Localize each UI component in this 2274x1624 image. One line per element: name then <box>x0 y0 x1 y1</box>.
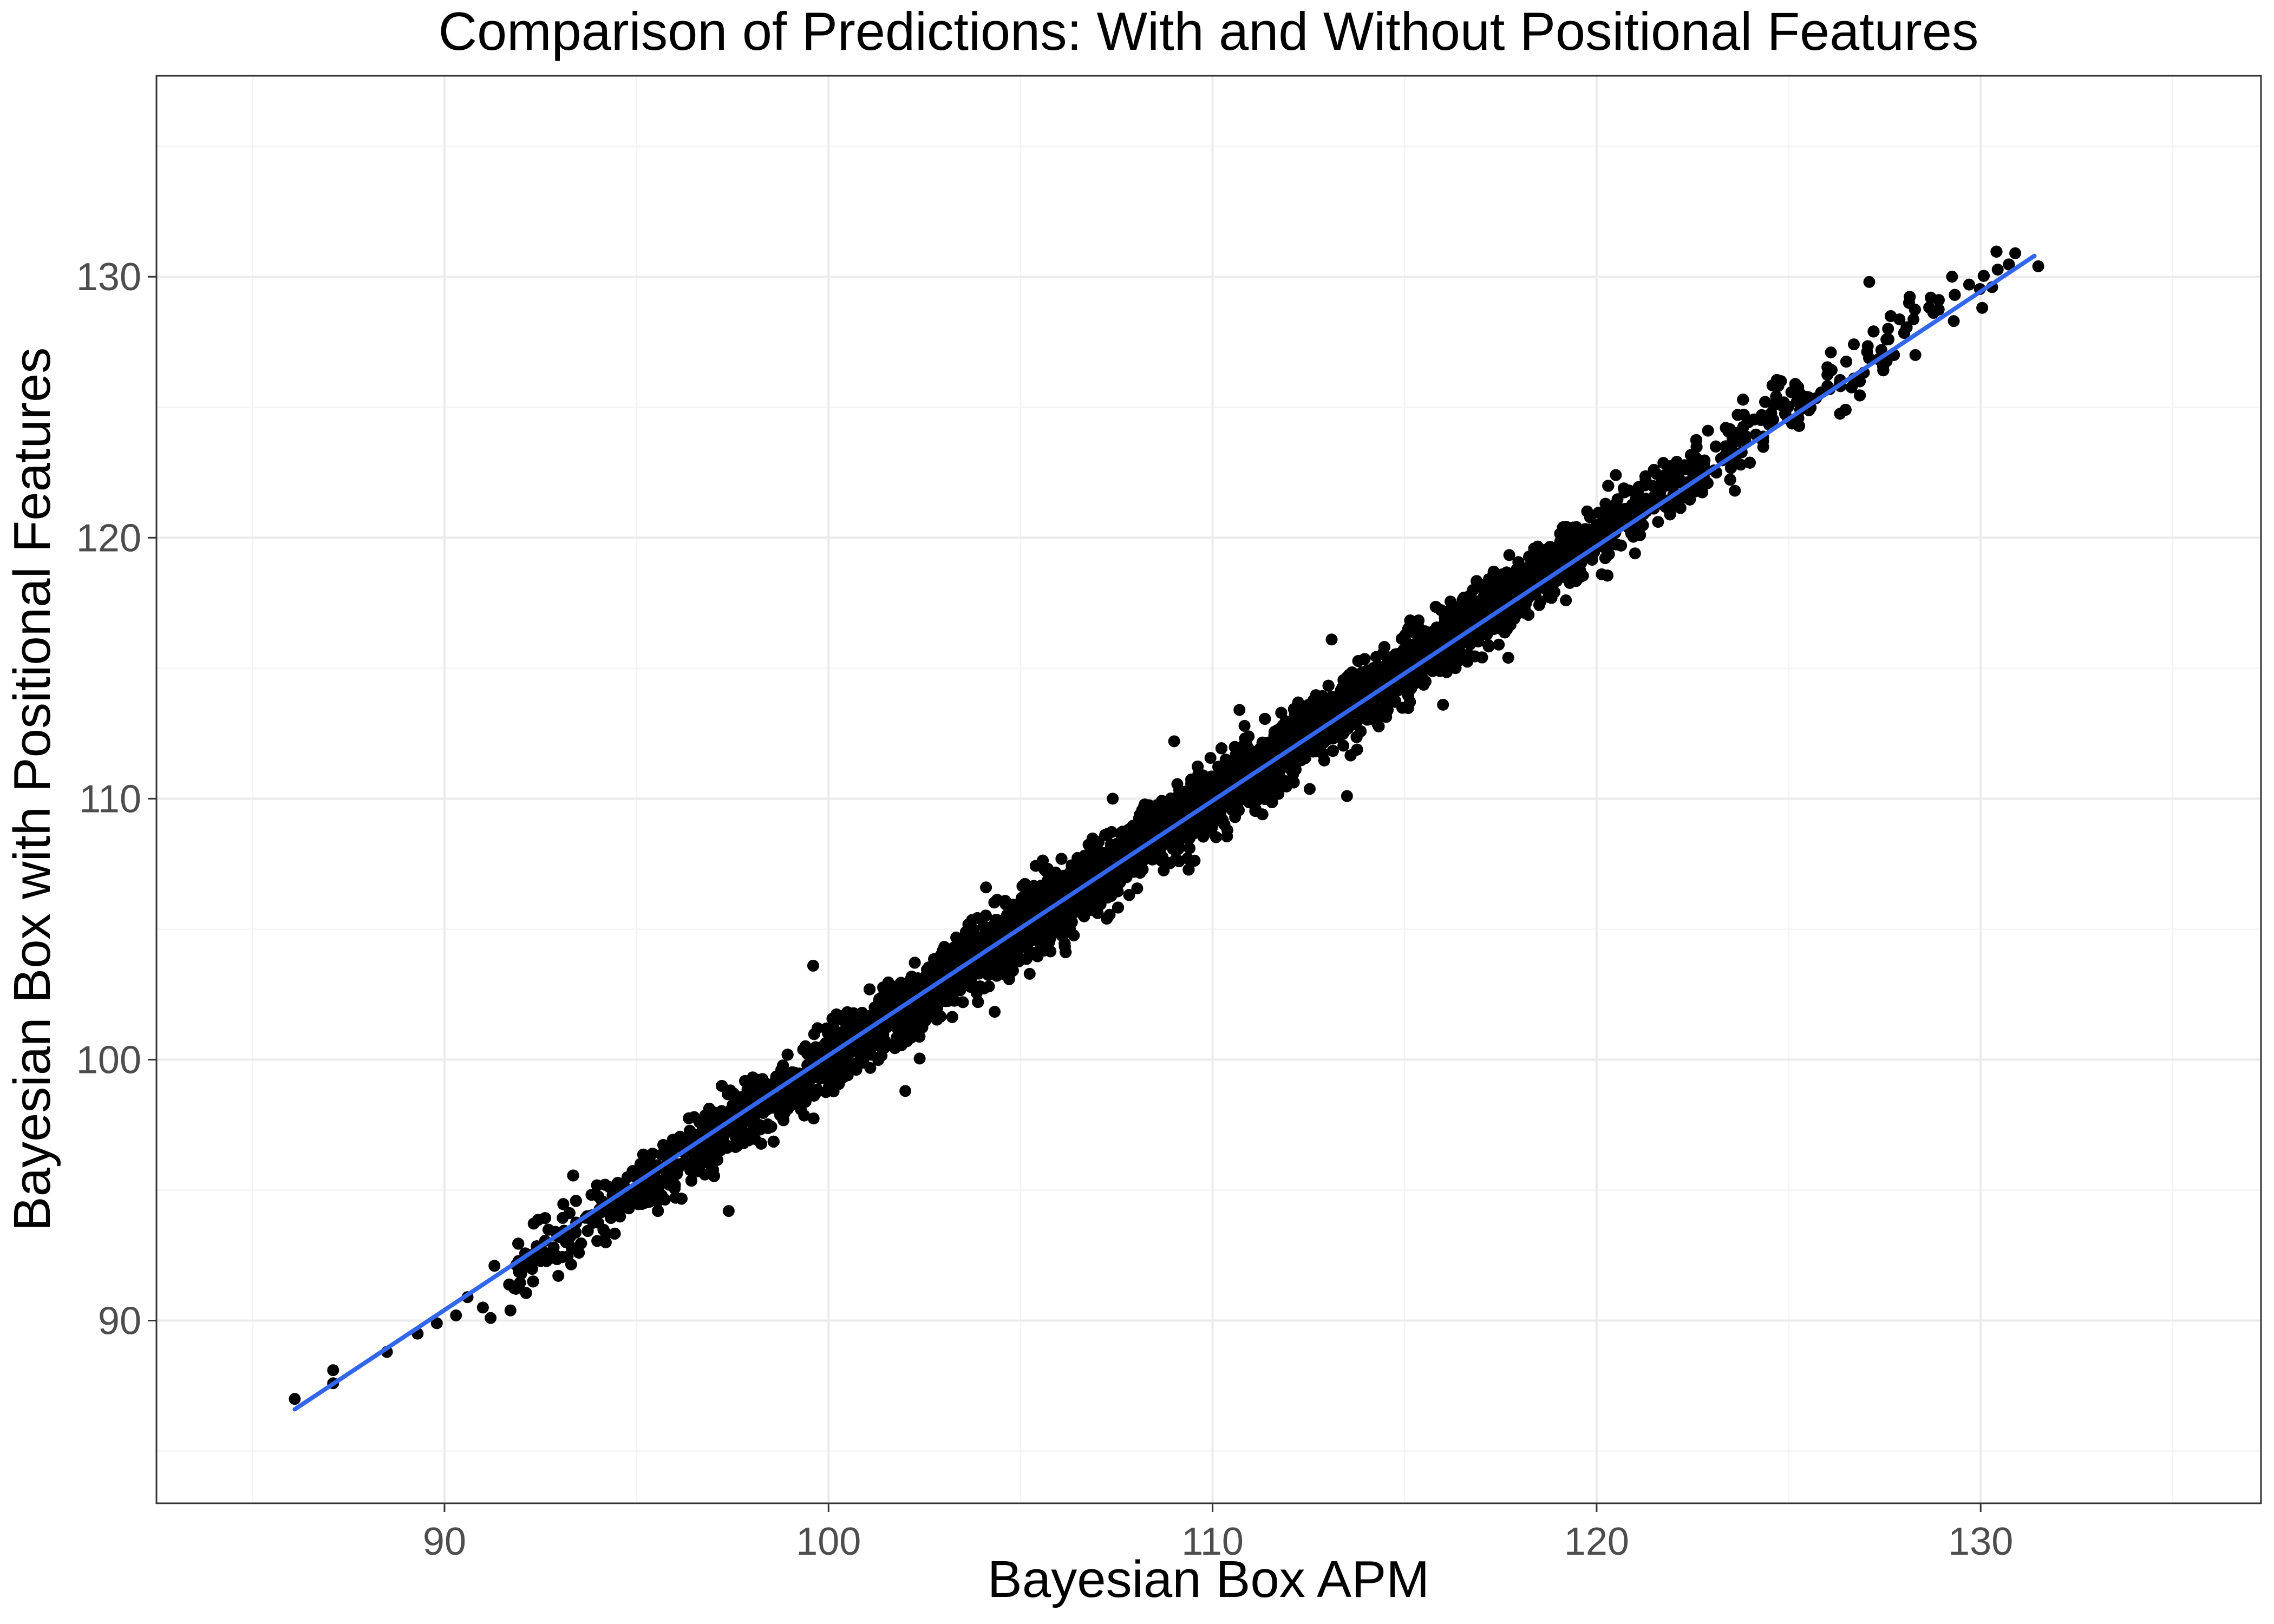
scatter-point-fill <box>504 1304 517 1317</box>
scatter-point-fill <box>547 1241 560 1254</box>
scatter-point-fill <box>1581 505 1593 518</box>
scatter-point-fill <box>1493 638 1505 651</box>
scatter-point-fill <box>1907 313 1920 325</box>
scatter-point-fill <box>1503 549 1515 561</box>
scatter-point-fill <box>1420 675 1432 687</box>
scatter-point-fill <box>989 1006 1001 1018</box>
scatter-point-fill <box>1304 783 1316 795</box>
scatter-point-fill <box>1023 967 1036 980</box>
scatter-point-fill <box>1976 302 1989 314</box>
scatter-point-fill <box>657 1139 669 1151</box>
scatter-point-fill <box>1238 719 1251 732</box>
scatter-point-fill <box>534 1255 547 1267</box>
scatter-point-fill <box>1337 739 1350 752</box>
scatter-point-fill <box>1204 752 1217 764</box>
scatter-point-fill <box>1848 338 1860 351</box>
scatter-point-fill <box>1882 323 1894 335</box>
scatter-point-fill <box>1991 264 2004 276</box>
scatter-point-fill <box>552 1269 565 1282</box>
scatter-point-fill <box>1131 882 1143 895</box>
scatter-point-fill <box>913 1052 926 1065</box>
scatter-point-fill <box>983 980 995 993</box>
scatter-point-fill <box>798 1109 811 1122</box>
scatter-point-fill <box>1946 271 1958 283</box>
scatter-point-fill <box>807 1112 820 1125</box>
scatter-point-fill <box>655 1148 668 1161</box>
scatter-point-fill <box>812 1022 824 1034</box>
scatter-point-fill <box>1652 516 1664 528</box>
